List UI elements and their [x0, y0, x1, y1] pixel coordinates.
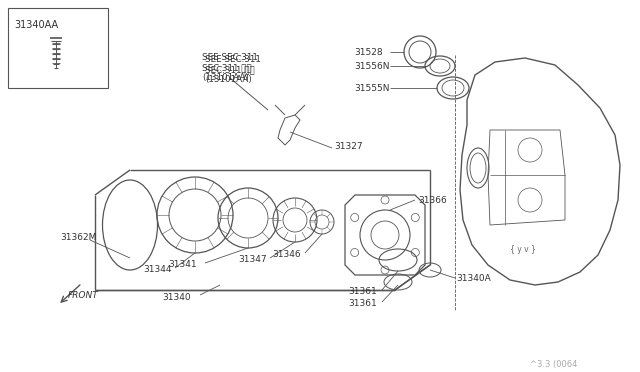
Text: (13101AA): (13101AA): [205, 75, 252, 84]
Text: 31528: 31528: [354, 48, 383, 57]
Text: 31341: 31341: [168, 260, 196, 269]
Text: 31344: 31344: [143, 265, 172, 274]
Text: SEC.311 参照: SEC.311 参照: [202, 63, 252, 72]
Text: 31346: 31346: [272, 250, 301, 259]
Text: 31340A: 31340A: [456, 274, 491, 283]
Text: 31366: 31366: [418, 196, 447, 205]
Text: SEE SEC.311: SEE SEC.311: [205, 55, 261, 64]
Text: 31327: 31327: [334, 142, 363, 151]
Text: SEE SEC.311: SEE SEC.311: [202, 53, 258, 62]
Text: 31362M: 31362M: [60, 233, 97, 242]
Text: SEC.311 参照: SEC.311 参照: [205, 65, 255, 74]
Text: 31340AA: 31340AA: [14, 20, 58, 30]
Text: (13101AA): (13101AA): [202, 73, 249, 82]
Text: 31555N: 31555N: [354, 84, 390, 93]
Bar: [8, 8, 108, 88]
Text: 31361: 31361: [348, 287, 377, 296]
Text: 31361: 31361: [348, 299, 377, 308]
Text: 31340: 31340: [162, 293, 191, 302]
Text: { y v }: { y v }: [510, 245, 536, 254]
Text: 31347: 31347: [238, 255, 267, 264]
Text: 31556N: 31556N: [354, 62, 390, 71]
Text: FRONT: FRONT: [68, 291, 99, 299]
Text: ^3.3 (0064: ^3.3 (0064: [530, 360, 577, 369]
